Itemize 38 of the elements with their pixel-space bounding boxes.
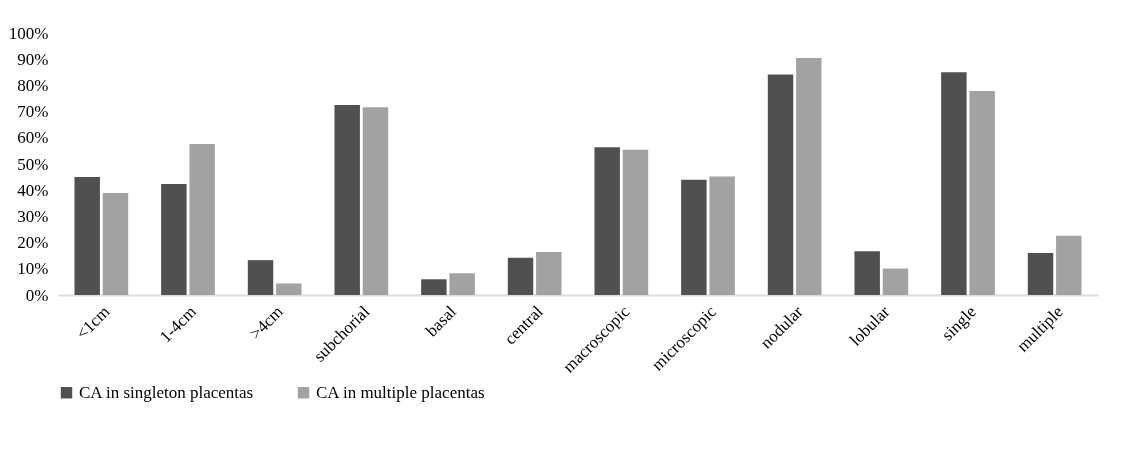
bar: [1056, 235, 1082, 295]
bar: [362, 107, 389, 295]
bar: [709, 176, 735, 295]
y-tick-label: 0%: [25, 285, 49, 305]
y-tick-label: 10%: [17, 259, 49, 279]
bar: [421, 279, 447, 295]
bar: [854, 251, 880, 295]
bar: [161, 183, 187, 295]
y-tick-label: 100%: [8, 23, 49, 43]
bar: [449, 273, 475, 295]
bar: [247, 260, 274, 295]
bar: [941, 72, 967, 295]
bar: [622, 149, 649, 295]
bar: [969, 90, 995, 295]
y-tick-label: 50%: [17, 154, 49, 174]
bar: [102, 193, 129, 295]
y-tick-label: 30%: [17, 206, 49, 226]
bar: [536, 252, 562, 295]
y-tick-label: 20%: [17, 233, 49, 253]
bar: [507, 257, 534, 295]
bar: [334, 105, 360, 295]
legend-label: CA in singleton placentas: [79, 382, 254, 402]
bar: [1027, 253, 1054, 295]
x-tick-label: <1cm: [72, 302, 114, 343]
bar: [594, 147, 620, 295]
y-tick-label: 60%: [17, 128, 49, 148]
bar: [189, 144, 215, 295]
bar: [276, 283, 302, 295]
y-tick-label: 80%: [17, 75, 49, 95]
bar: [796, 57, 822, 295]
legend-label: CA in multiple placentas: [316, 382, 485, 402]
y-tick-label: 90%: [17, 49, 49, 69]
bar: [681, 179, 707, 295]
bar: [74, 177, 100, 295]
y-tick-label: 70%: [17, 102, 49, 122]
y-tick-label: 40%: [17, 180, 49, 200]
bar: [767, 74, 794, 295]
bar: [882, 268, 909, 295]
